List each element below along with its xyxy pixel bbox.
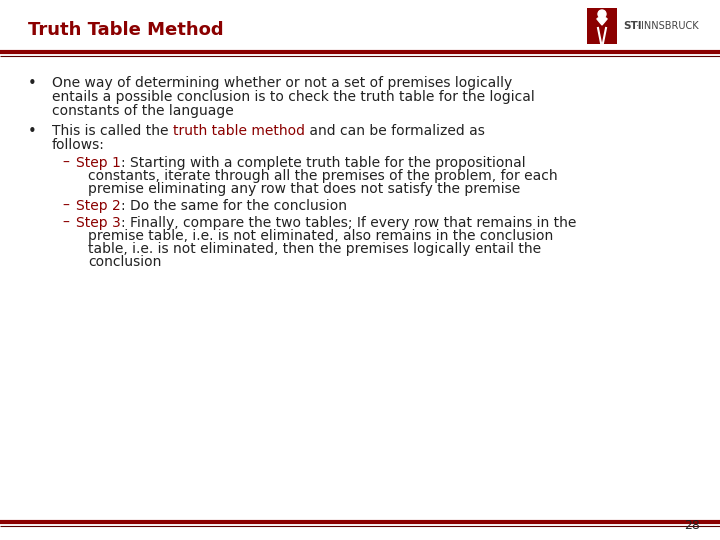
Text: Step 2: Step 2 xyxy=(76,199,121,213)
Text: table, i.e. is not eliminated, then the premises logically entail the: table, i.e. is not eliminated, then the … xyxy=(88,242,541,256)
Text: –: – xyxy=(62,216,69,230)
Circle shape xyxy=(598,10,606,18)
Text: : Do the same for the conclusion: : Do the same for the conclusion xyxy=(121,199,347,213)
Text: •: • xyxy=(28,124,37,139)
Text: This is called the: This is called the xyxy=(52,124,173,138)
Text: conclusion: conclusion xyxy=(88,255,161,269)
Text: 28: 28 xyxy=(684,519,700,532)
Text: INNSBRUCK: INNSBRUCK xyxy=(641,21,698,31)
Text: Step 1: Step 1 xyxy=(76,156,121,170)
Text: follows:: follows: xyxy=(52,138,105,152)
Text: One way of determining whether or not a set of premises logically: One way of determining whether or not a … xyxy=(52,76,512,90)
Text: STI: STI xyxy=(623,21,642,31)
Text: Step 3: Step 3 xyxy=(76,216,121,230)
Text: ·: · xyxy=(636,21,639,31)
Text: –: – xyxy=(62,199,69,213)
Text: : Finally, compare the two tables; If every row that remains in the: : Finally, compare the two tables; If ev… xyxy=(121,216,576,230)
Text: : Starting with a complete truth table for the propositional: : Starting with a complete truth table f… xyxy=(121,156,526,170)
Text: constants, iterate through all the premises of the problem, for each: constants, iterate through all the premi… xyxy=(88,169,557,183)
Text: entails a possible conclusion is to check the truth table for the logical: entails a possible conclusion is to chec… xyxy=(52,90,535,104)
Text: •: • xyxy=(28,76,37,91)
Text: premise table, i.e. is not eliminated, also remains in the conclusion: premise table, i.e. is not eliminated, a… xyxy=(88,229,553,243)
Text: constants of the language: constants of the language xyxy=(52,104,234,118)
Text: truth table method: truth table method xyxy=(173,124,305,138)
Wedge shape xyxy=(597,17,607,25)
Text: and can be formalized as: and can be formalized as xyxy=(305,124,485,138)
Text: Truth Table Method: Truth Table Method xyxy=(28,21,224,39)
FancyBboxPatch shape xyxy=(587,8,617,44)
Text: premise eliminating any row that does not satisfy the premise: premise eliminating any row that does no… xyxy=(88,182,521,196)
Text: –: – xyxy=(62,156,69,170)
